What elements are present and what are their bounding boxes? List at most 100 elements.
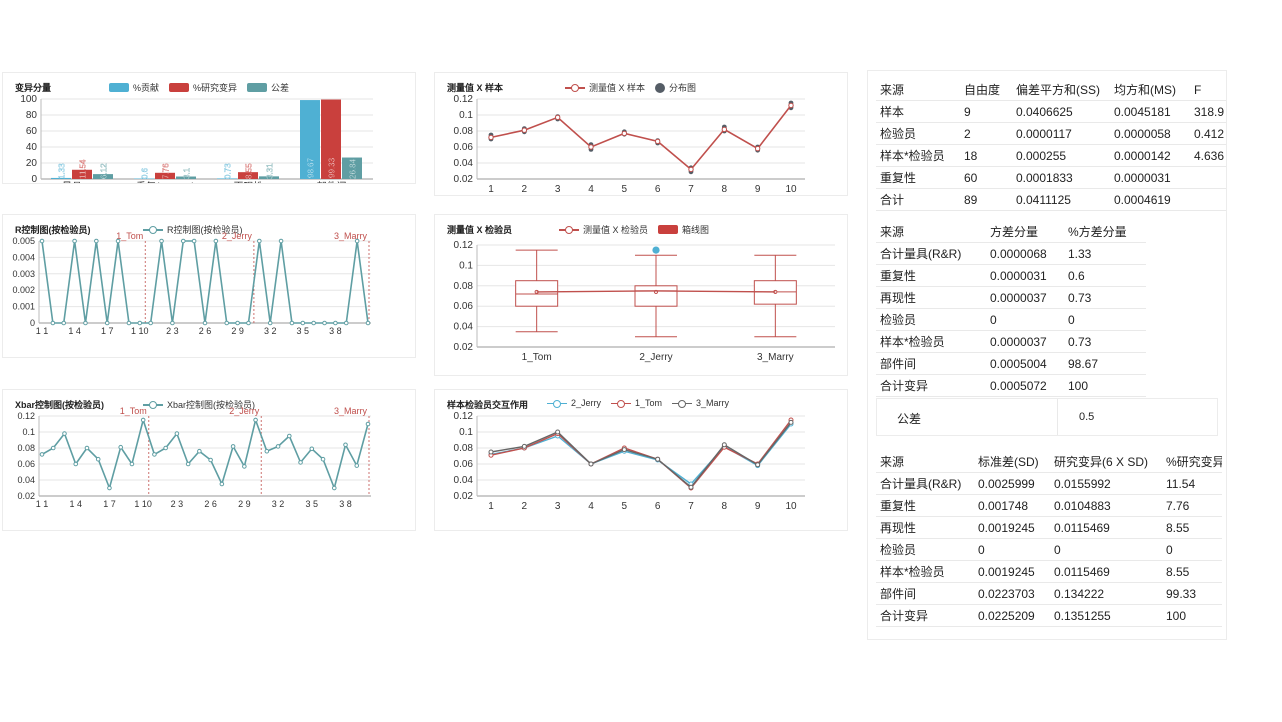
table-cell: 0.0104883 <box>1050 494 1162 517</box>
table-cell <box>1190 166 1226 189</box>
x-tick-label: 2 3 <box>166 326 179 336</box>
table-cell: 合计量具(R&R) <box>876 472 974 495</box>
table-cell: 0.0155992 <box>1050 472 1162 495</box>
legend-item-jerry[interactable]: 2_Jerry <box>547 398 601 408</box>
table-row: 合计变异 0.0005072 100 <box>876 374 1146 397</box>
control-point <box>180 238 186 244</box>
table-cell: 样本*检验员 <box>876 144 960 167</box>
table-cell: 9 <box>960 100 1012 123</box>
group-label: 1_Tom <box>120 406 147 416</box>
x-tick-label: 6 <box>655 184 661 195</box>
table-cell: 0.0000068 <box>986 242 1064 265</box>
interaction-point <box>621 447 627 453</box>
control-point <box>50 445 56 451</box>
table-cell: 0.0025999 <box>974 472 1050 495</box>
legend-item-distribution[interactable]: 分布图 <box>655 81 696 94</box>
table-cell: 0.0406625 <box>1012 100 1110 123</box>
legend-item-tom[interactable]: 1_Tom <box>611 398 662 408</box>
bar-data-label: 26.84 <box>349 158 358 179</box>
legend-item-xbar[interactable]: Xbar控制图(按检验员) <box>143 398 255 411</box>
legend-item-study-var[interactable]: %研究变异 <box>169 81 237 94</box>
interaction-point <box>521 443 527 449</box>
table-row: 样本 9 0.0406625 0.0045181 318.9 <box>876 100 1226 123</box>
table-cell: 0.0000117 <box>1012 122 1110 145</box>
x-tick-label: 3 5 <box>306 499 319 509</box>
table-row: 重复性 0.001748 0.0104883 7.76 <box>876 494 1222 517</box>
column-header: 自由度 <box>960 79 1012 101</box>
interaction-line <box>490 421 792 489</box>
control-point <box>73 461 79 467</box>
y-tick-label: 0.08 <box>454 126 474 137</box>
legend-item-r-chart[interactable]: R控制图(按检验员) <box>143 223 243 236</box>
table-cell: 再现性 <box>876 516 974 539</box>
table-row: 合计量具(R&R) 0.0025999 0.0155992 11.54 <box>876 472 1222 495</box>
control-point <box>163 445 168 451</box>
table-cell: 0.0225209 <box>974 604 1050 627</box>
variance-components-chart: 0 20 40 60 80 100 1.33 11.54 6.12 量具R&R 0.6 7.76 3.1… <box>20 94 373 183</box>
table-cell: 0.0000142 <box>1110 144 1190 167</box>
measurement-by-operator-legend: 测量值 X 检验员 箱线图 <box>559 223 709 236</box>
table-cell: 重复性 <box>876 494 974 517</box>
table-cell: 60 <box>960 166 1012 189</box>
table-header-row: 来源 方差分量 %方差分量 <box>876 221 1146 243</box>
table-row: 样本*检验员 0.0000037 0.73 <box>876 330 1146 353</box>
x-tick-label: 1 1 <box>36 499 49 509</box>
control-point <box>208 457 213 463</box>
legend-item-boxplot[interactable]: 箱线图 <box>658 223 709 236</box>
column-header: 来源 <box>876 451 974 473</box>
control-point <box>159 238 164 244</box>
y-tick-label: 0.12 <box>454 240 474 251</box>
table-cell: 0.0000031 <box>986 264 1064 287</box>
bar <box>321 99 341 179</box>
measurement-by-sample-panel: 测量值 X 样本 测量值 X 样本 分布图 0.12 0.1 0.08 0.06 0.0… <box>434 72 848 196</box>
legend-line-swatch <box>672 399 693 408</box>
bar <box>217 178 237 179</box>
table-cell: 318.9 <box>1190 100 1226 123</box>
legend-item-meas-sample[interactable]: 测量值 X 样本 <box>565 81 645 94</box>
x-tick-label: 重复(Repeat) <box>136 180 195 183</box>
table-cell: 检验员 <box>876 122 960 145</box>
y-tick-label: 0.04 <box>454 475 474 486</box>
legend-item-meas-operator[interactable]: 测量值 X 检验员 <box>559 223 648 236</box>
table-cell: 重复性 <box>876 264 986 287</box>
control-point <box>278 238 284 244</box>
table-cell: 0.0000058 <box>1110 122 1190 145</box>
legend-line-swatch <box>143 400 163 409</box>
control-point <box>148 320 153 326</box>
x-tick-label: 6 <box>655 501 661 512</box>
control-point <box>107 485 112 491</box>
control-point <box>219 481 225 487</box>
x-tick-label: 2 3 <box>171 499 184 509</box>
y-tick-label: 0.02 <box>17 491 35 501</box>
xbar-control-chart: 0.12 0.1 0.08 0.06 0.04 0.021 1 1 4 1 7 1 10 2 3 2… <box>17 406 371 509</box>
x-tick-label: 7 <box>688 184 694 195</box>
table-cell: 8.55 <box>1162 516 1222 539</box>
r-control-chart-title: R控制图(按检验员) <box>15 225 91 235</box>
legend-item-contribution[interactable]: %贡献 <box>109 81 159 94</box>
table-cell: 100 <box>1162 604 1222 627</box>
x-tick-label: 8 <box>722 501 728 512</box>
control-point <box>311 320 316 326</box>
legend-item-marry[interactable]: 3_Marry <box>672 398 729 408</box>
table-cell: 1.33 <box>1064 242 1146 265</box>
series-point <box>521 127 528 133</box>
y-tick-label: 20 <box>26 158 38 169</box>
box <box>634 285 678 307</box>
table-cell: 样本*检验员 <box>876 560 974 583</box>
table-cell: 0.0115469 <box>1050 516 1162 539</box>
interaction-point <box>755 462 761 468</box>
anova-table: 来源 自由度 偏差平方和(SS) 均方和(MS) F 样本 9 0.0406625 0.004… <box>876 79 1226 211</box>
x-tick-label: 8 <box>722 184 728 195</box>
xbar-control-chart-title: Xbar控制图(按检验员) <box>15 400 105 410</box>
interaction-point <box>488 449 494 455</box>
table-row: 合计变异 0.0225209 0.1351255 100 <box>876 604 1222 627</box>
bar-data-label: 99.33 <box>328 157 337 178</box>
measurement-by-sample-chart: 0.12 0.1 0.08 0.06 0.04 0.02 1 2 3 4 5 6 7 8 9 10 <box>454 94 805 195</box>
series-point <box>654 138 661 145</box>
x-tick-label: 9 <box>755 501 761 512</box>
measurement-by-sample-title: 测量值 X 样本 <box>447 83 504 93</box>
legend-dot-swatch <box>655 82 666 93</box>
bar-data-label: 0.73 <box>224 163 233 179</box>
legend-item-tolerance[interactable]: 公差 <box>247 81 289 94</box>
bar-data-label: 7.76 <box>162 163 171 179</box>
